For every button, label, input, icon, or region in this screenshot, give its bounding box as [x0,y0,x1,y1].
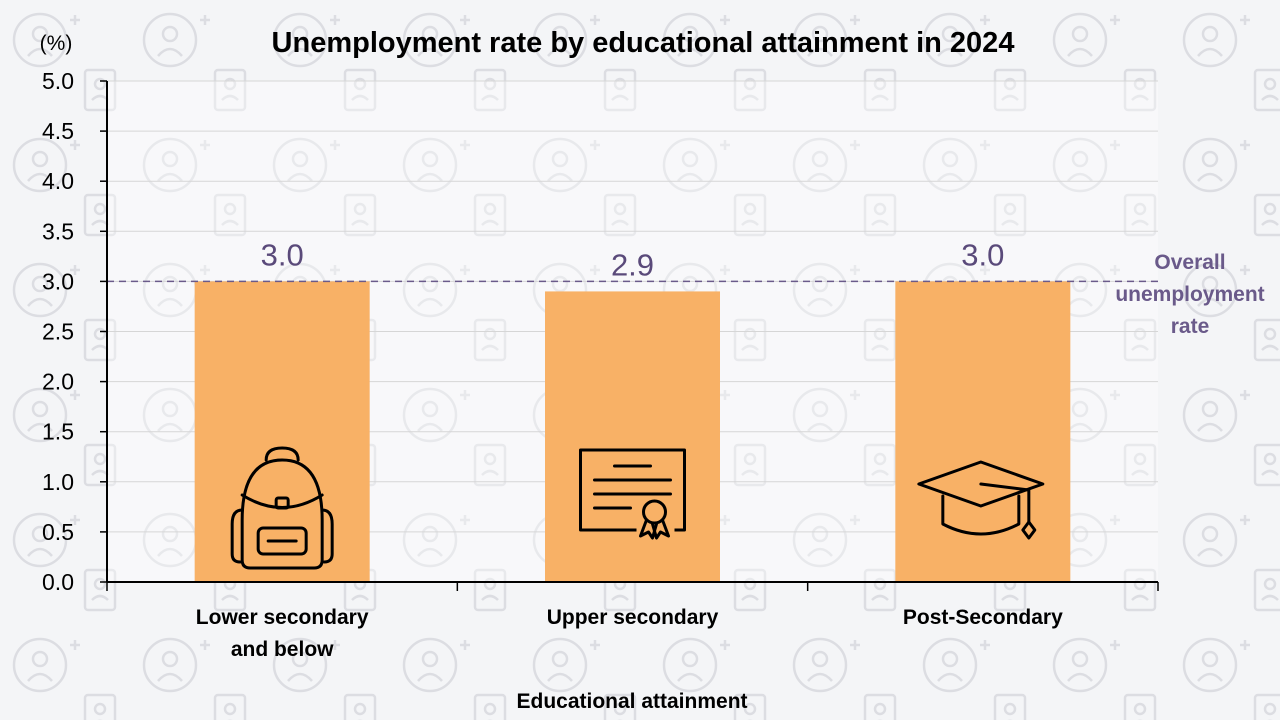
y-tick-label: 0.5 [42,519,74,545]
y-tick-label: 1.0 [42,469,74,495]
bar [895,281,1071,582]
data-label: 3.0 [261,237,304,272]
y-unit-label: (%) [40,32,73,55]
bars [194,281,1071,582]
data-labels: 3.0 2.9 3.0 [261,237,1005,282]
reference-line-label: rate [1171,315,1210,338]
y-tick-label: 1.5 [42,419,74,445]
bar-icons [230,446,1045,570]
y-tick-label: 2.0 [42,369,74,395]
data-label: 2.9 [611,247,654,282]
x-tick-label: and below [231,638,334,661]
backpack-icon [230,446,334,570]
x-tick-label: Upper secondary [547,606,719,629]
y-tick-labels: 0.0 0.5 1.0 1.5 2.0 2.5 3.0 3.5 4.0 4.5 5.0 [42,68,74,595]
bar [194,281,370,582]
y-tick-label: 3.0 [42,268,74,294]
reference-line-label: Overall [1154,251,1225,274]
y-tick-label: 3.5 [42,218,74,244]
bar [545,291,720,582]
chart-title: Unemployment rate by educational attainm… [272,27,1015,59]
y-tick-label: 0.0 [42,569,74,595]
x-tick-label: Post-Secondary [903,606,1063,629]
x-tick-labels: Lower secondary and below Upper secondary P… [196,606,1063,661]
y-tick-label: 5.0 [42,68,74,94]
y-tick-label: 4.5 [42,118,74,144]
x-axis-title: Educational attainment [516,690,747,713]
x-tick-label: Lower secondary [196,606,369,629]
reference-line-label: unemployment [1115,283,1264,306]
reference-line-group: Overall unemployment rate [107,251,1265,338]
axes [106,81,1159,591]
graduation-cap-icon [917,460,1045,540]
certificate-icon [579,448,686,540]
y-tick-label: 2.5 [42,319,74,345]
data-label: 3.0 [961,237,1004,272]
y-tick-label: 4.0 [42,168,74,194]
